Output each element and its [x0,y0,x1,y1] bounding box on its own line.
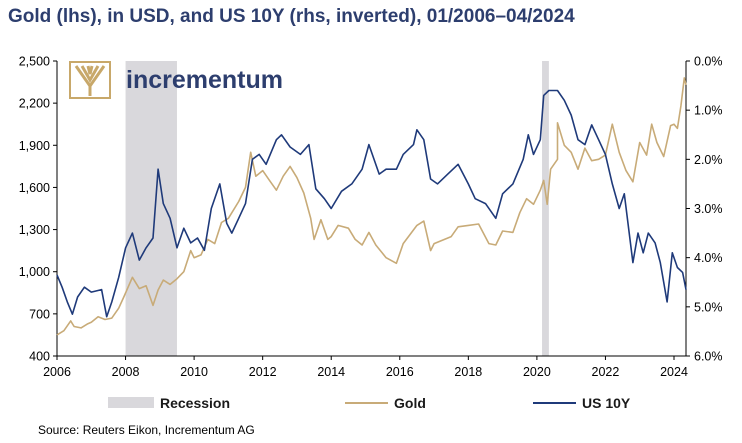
x-tick-label: 2012 [249,365,277,379]
right-tick-label: 6.0% [694,350,723,364]
left-tick-label: 700 [29,307,50,321]
recession-bands [125,61,549,356]
source-note: Source: Reuters Eikon, Incrementum AG [38,423,255,437]
right-tick-label: 0.0% [694,55,723,69]
logo-tree-icon [74,65,106,96]
x-tick-label: 2006 [43,365,71,379]
x-tick-label: 2010 [180,365,208,379]
recession-band-1 [542,61,549,356]
tick-labels: 400 700 1,000 1,300 1,600 1,900 2,200 2,500 0.0%… [19,55,723,380]
legend-us10y-label: US 10Y [582,395,631,411]
chart-title: Gold (lhs), in USD, and US 10Y (rhs, inv… [8,6,575,27]
x-tick-label: 2016 [386,365,414,379]
left-tick-label: 1,000 [19,265,50,279]
left-tick-label: 1,300 [19,223,50,237]
legend: Recession Gold US 10Y [108,395,631,411]
legend-gold-label: Gold [394,395,426,411]
logo-mark-frame [69,61,111,99]
legend-recession-swatch [108,397,154,408]
logo-text: incrementum [126,66,283,94]
x-tick-label: 2024 [660,365,688,379]
left-tick-label: 2,200 [19,97,50,111]
x-tick-label: 2014 [317,365,345,379]
axes [53,60,690,360]
left-tick-label: 1,900 [19,139,50,153]
series-line-gold [56,77,687,336]
right-tick-label: 3.0% [694,202,723,216]
left-tick-label: 2,500 [19,55,50,69]
x-tick-label: 2020 [523,365,551,379]
series-line-us-10y [56,89,687,318]
series-lines [56,77,687,336]
left-tick-label: 1,600 [19,181,50,195]
right-tick-label: 2.0% [694,153,723,167]
left-tick-label: 400 [29,350,50,364]
incrementum-logo: incrementum [69,61,283,99]
x-tick-label: 2008 [112,365,140,379]
right-tick-label: 4.0% [694,251,723,265]
x-tick-label: 2022 [592,365,620,379]
x-tick-label: 2018 [454,365,482,379]
right-tick-label: 5.0% [694,300,723,314]
recession-band-0 [125,61,177,356]
legend-recession-label: Recession [160,395,230,411]
right-tick-label: 1.0% [694,104,723,118]
